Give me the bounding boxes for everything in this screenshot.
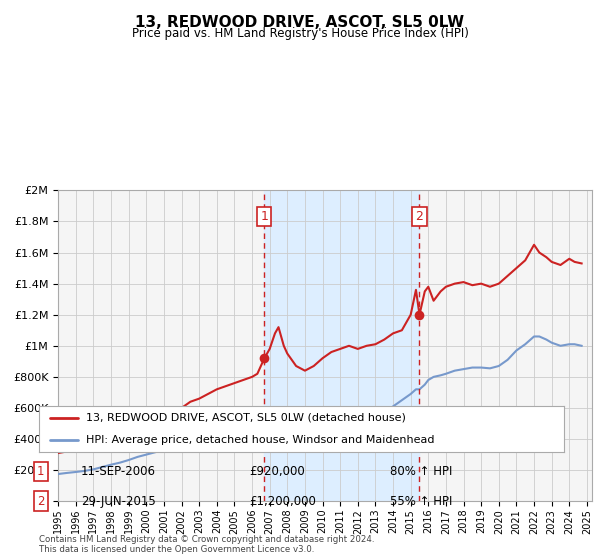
Text: 2: 2	[416, 211, 424, 223]
Bar	[265, 190, 419, 501]
Text: 2: 2	[37, 494, 44, 508]
Text: 11-SEP-2006: 11-SEP-2006	[81, 465, 156, 478]
Text: 80% ↑ HPI: 80% ↑ HPI	[390, 465, 452, 478]
Text: 1: 1	[260, 211, 268, 223]
Text: Contains HM Land Registry data © Crown copyright and database right 2024.
This d: Contains HM Land Registry data © Crown c…	[39, 535, 374, 554]
Text: £1,200,000: £1,200,000	[249, 494, 316, 508]
Text: 1: 1	[37, 465, 44, 478]
Text: £920,000: £920,000	[249, 465, 305, 478]
Text: HPI: Average price, detached house, Windsor and Maidenhead: HPI: Average price, detached house, Wind…	[86, 435, 435, 445]
Text: 55% ↑ HPI: 55% ↑ HPI	[390, 494, 452, 508]
Text: 13, REDWOOD DRIVE, ASCOT, SL5 0LW: 13, REDWOOD DRIVE, ASCOT, SL5 0LW	[136, 15, 464, 30]
Text: Price paid vs. HM Land Registry's House Price Index (HPI): Price paid vs. HM Land Registry's House …	[131, 27, 469, 40]
Text: 29-JUN-2015: 29-JUN-2015	[81, 494, 156, 508]
Text: 13, REDWOOD DRIVE, ASCOT, SL5 0LW (detached house): 13, REDWOOD DRIVE, ASCOT, SL5 0LW (detac…	[86, 413, 406, 423]
